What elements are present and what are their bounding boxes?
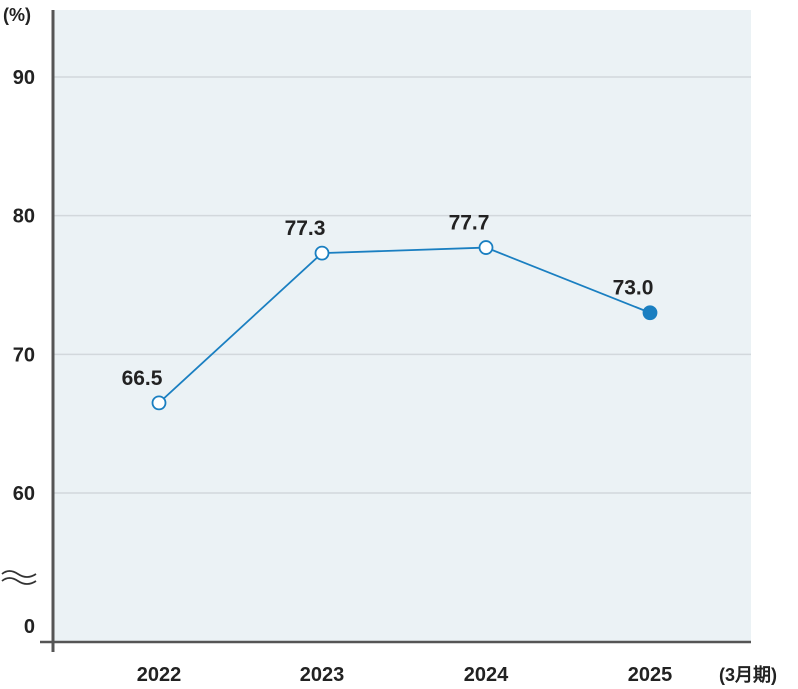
y-tick-label: 70 [13, 344, 35, 366]
x-category-label: 2023 [300, 664, 345, 686]
data-label: 66.5 [122, 367, 163, 390]
gridlines [53, 76, 751, 494]
data-point [314, 245, 330, 261]
y-tick-label: 90 [13, 67, 35, 89]
plot-area [53, 10, 751, 642]
data-point [151, 395, 167, 411]
series-line [158, 246, 651, 404]
x-category-label: 2025 [628, 664, 673, 686]
y-unit-label: (%) [3, 5, 31, 25]
x-category-label: 2024 [464, 664, 509, 686]
data-label: 73.0 [613, 277, 654, 300]
y-tick-label: 80 [13, 206, 35, 228]
data-label: 77.3 [285, 217, 326, 240]
y-tick-label: 60 [13, 483, 35, 505]
axis-break-icon [1, 570, 37, 585]
y-tick-label: 0 [24, 616, 35, 638]
data-point [478, 240, 494, 255]
x-unit-label: (3月期) [719, 665, 777, 685]
x-category-label: 2022 [137, 664, 182, 686]
data-point-highlighted [642, 305, 658, 321]
data-label: 77.7 [449, 212, 490, 235]
